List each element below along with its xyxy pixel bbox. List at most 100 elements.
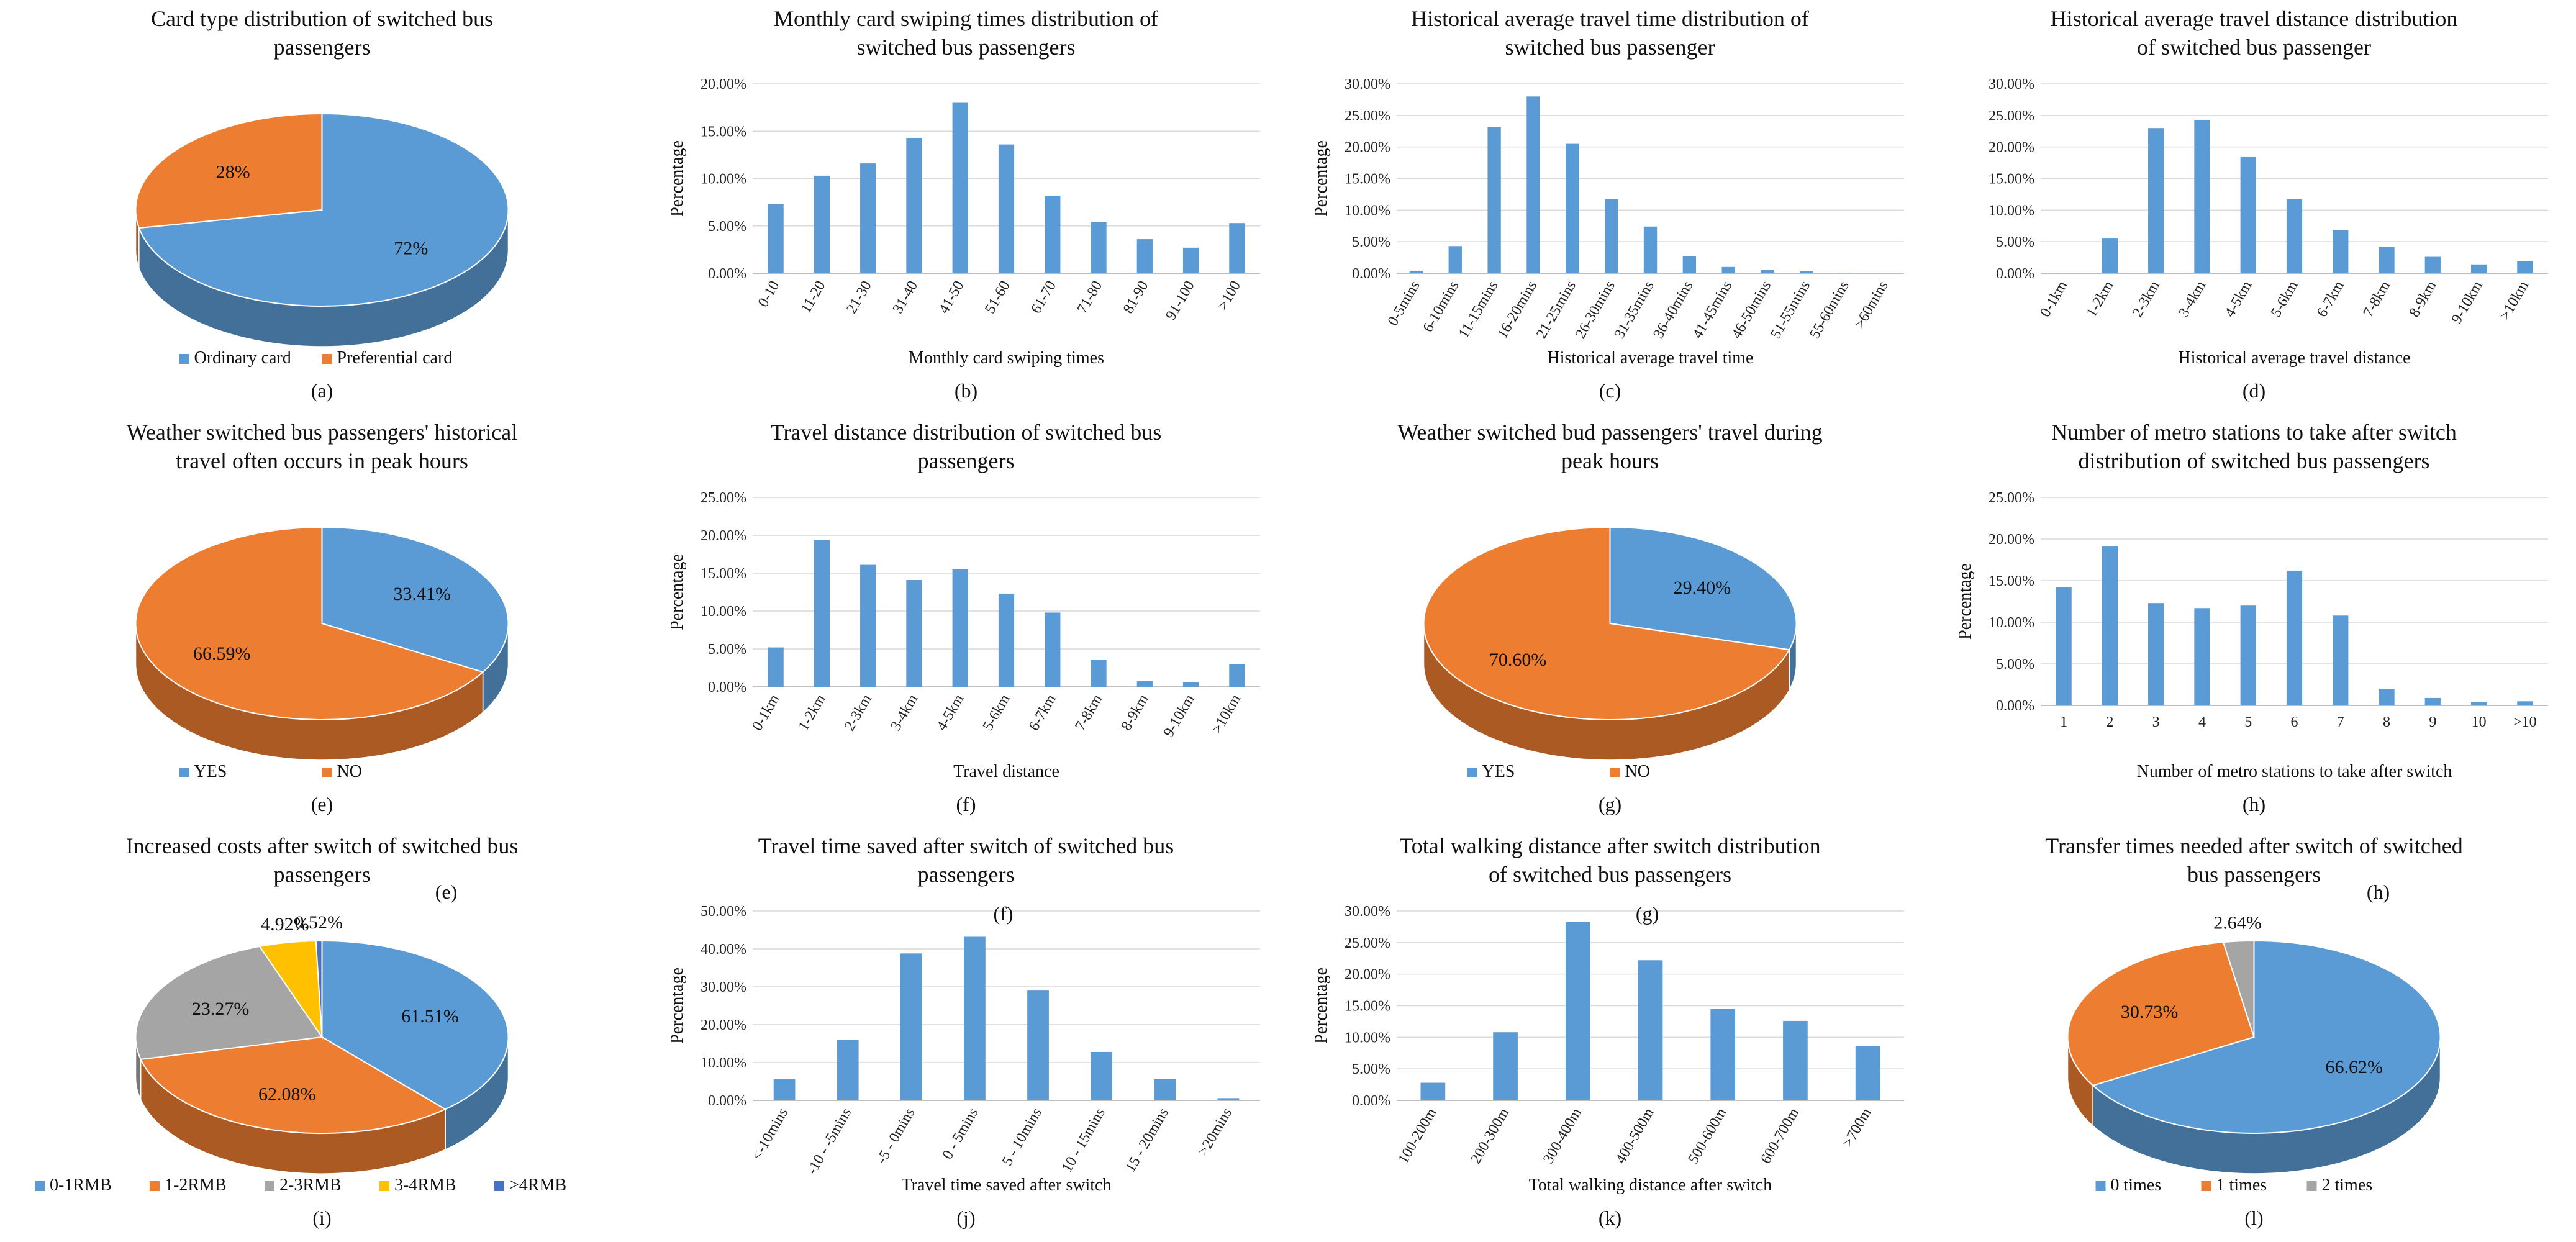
y-axis-label: Percentage — [668, 968, 687, 1044]
bar — [1027, 990, 1049, 1100]
x-axis-label: Historical average travel time — [1548, 348, 1754, 368]
pie-slice-no — [135, 526, 484, 720]
legend-label: >4RMB — [509, 1176, 566, 1195]
x-tick-label: 31-40 — [890, 278, 922, 316]
y-tick-label: 15.00% — [1345, 171, 1390, 188]
legend-swatch — [2095, 1181, 2106, 1191]
chart-panel-d: Historical average travel distance distr… — [1932, 0, 2576, 414]
chart-title: Historical average travel time distribut… — [1411, 6, 1809, 60]
x-tick-label: 0-1km — [2037, 278, 2070, 320]
x-tick-label: 2 — [2106, 714, 2113, 730]
chart-panel-b: Monthly card swiping times distribution … — [644, 0, 1288, 414]
y-tick-label: 15.00% — [1989, 573, 2034, 589]
chart-title: Historical average travel distance distr… — [2051, 6, 2458, 60]
bar — [2240, 156, 2256, 273]
pie-slice-0-1rmb — [321, 940, 509, 1110]
x-tick-label: -5 - 0mins — [874, 1105, 918, 1166]
chart-title-line: Increased costs after switch of switched… — [126, 833, 519, 858]
y-axis-label: Percentage — [668, 554, 687, 630]
x-tick-label: 10 - 15mins — [1059, 1105, 1109, 1175]
legend-label: 1 times — [2216, 1176, 2267, 1195]
y-tick-label: 0.00% — [1352, 266, 1390, 282]
bar — [1448, 246, 1462, 273]
bar — [768, 647, 784, 687]
bar — [860, 564, 876, 687]
x-tick-label: 3-4km — [2175, 278, 2209, 320]
x-tick-label: 21-25mins — [1533, 278, 1579, 342]
pie-slice-2-times — [2222, 940, 2255, 1038]
bar — [2517, 261, 2533, 273]
x-tick-label: 26-30mins — [1572, 278, 1618, 342]
gridlines — [1397, 83, 1904, 274]
bar — [1091, 660, 1107, 687]
y-tick-label: 25.00% — [1989, 490, 2034, 506]
y-tick-label: 20.00% — [1989, 532, 2034, 548]
pie-slice--4rmb — [315, 940, 323, 1038]
bar — [1800, 271, 1813, 273]
x-tick-label: 9-10km — [2449, 278, 2486, 327]
pie-data-label: 72% — [394, 238, 428, 258]
chart-legend: YES NO — [179, 762, 362, 781]
y-tick-label: 30.00% — [1345, 904, 1390, 920]
y-tick-label: 5.00% — [1352, 1061, 1390, 1077]
x-tick-label: 61-70 — [1028, 278, 1059, 316]
x-tick-label: 4-5km — [934, 692, 968, 734]
pie-slice-no — [1423, 526, 1790, 720]
chart-panel-j: Travel time saved after switch of switch… — [644, 827, 1288, 1241]
x-tick-label: 6-7km — [2314, 278, 2347, 320]
x-tick-label: 8-9km — [2406, 278, 2440, 320]
bar — [2194, 608, 2210, 705]
x-tick-label: 51-60 — [982, 278, 1014, 316]
x-axis-label: Total walking distance after switch — [1529, 1176, 1772, 1195]
x-tick-label: 0-1km — [749, 692, 782, 734]
x-axis-label: Historical average travel distance — [2179, 348, 2411, 368]
bar — [2102, 238, 2118, 273]
y-tick-label: 15.00% — [701, 124, 746, 140]
bar — [1855, 1046, 1880, 1100]
x-tick-label: 31-35mins — [1612, 278, 1658, 342]
chart-caption: (i) — [312, 1207, 331, 1229]
bar — [1229, 664, 1245, 687]
y-tick-label: 30.00% — [1989, 76, 2034, 93]
y-tick-label: 40.00% — [701, 941, 746, 958]
pie-data-label: 70.60% — [1489, 650, 1547, 670]
chart-svg: Travel time saved after switch of switch… — [668, 833, 1260, 1229]
stray-panel-label: (e) — [435, 881, 458, 903]
chart-title-line: Travel time saved after switch of switch… — [758, 833, 1174, 858]
pie-data-label: 66.59% — [193, 643, 251, 664]
y-tick-label: 30.00% — [701, 979, 746, 995]
bar — [2148, 128, 2164, 273]
pie-slice-preferential-card — [135, 112, 323, 229]
legend-label: 1-2RMB — [165, 1176, 227, 1195]
legend-swatch — [379, 1181, 389, 1191]
x-tick-label: 3-4km — [887, 692, 921, 734]
y-tick-label: 10.00% — [701, 1055, 746, 1071]
chart-title-line: Card type distribution of switched bus — [151, 6, 493, 31]
bar — [2102, 546, 2118, 705]
x-tick-label: 41-50 — [936, 278, 968, 316]
chart-title: Card type distribution of switched bus pa… — [151, 6, 493, 60]
x-tick-label: >10km — [1209, 692, 1244, 737]
bar — [1493, 1032, 1518, 1100]
chart-title-line: Total walking distance after switch dist… — [1399, 833, 1820, 858]
chart-title: Weather switched bus passengers' histori… — [127, 420, 517, 473]
bar — [952, 569, 968, 687]
chart-caption: (b) — [955, 379, 977, 402]
pie-data-label: 2.64% — [2213, 913, 2262, 933]
x-tick-label: 9-10km — [1161, 692, 1198, 740]
chart-title: Total walking distance after switch dist… — [1399, 833, 1820, 887]
bar — [1721, 266, 1735, 273]
chart-title-line: passengers — [274, 862, 371, 887]
x-tick-label: 7-8km — [1072, 692, 1105, 734]
legend-swatch — [322, 354, 332, 364]
x-tick-label: >10 — [2513, 714, 2537, 730]
chart-panel-h: Number of metro stations to take after s… — [1932, 414, 2576, 827]
bar — [1136, 681, 1153, 687]
pie-top — [135, 940, 509, 1134]
x-tick-label: >10km — [2497, 278, 2532, 323]
x-tick-label: 4-5km — [2222, 278, 2256, 320]
bar — [1091, 1051, 1113, 1100]
x-tick-label: 5-6km — [2268, 278, 2302, 320]
chart-caption: (h) — [2243, 793, 2265, 815]
x-tick-label: 71-80 — [1074, 278, 1106, 316]
